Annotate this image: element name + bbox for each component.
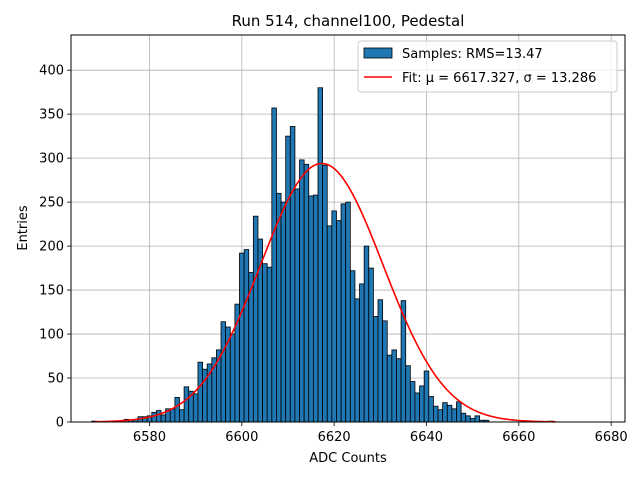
x-tick-label: 6620 <box>318 430 351 445</box>
histogram-bar <box>391 349 397 423</box>
legend-label-samples: Samples: RMS=13.47 <box>402 47 543 62</box>
legend-label-fit: Fit: μ = 6617.327, σ = 13.286 <box>402 71 596 86</box>
histogram-bar <box>317 87 324 423</box>
y-axis-label: Entries <box>16 205 31 251</box>
y-tick-label: 300 <box>39 152 64 167</box>
y-tick-label: 200 <box>39 240 64 255</box>
y-tick-label: 350 <box>39 108 64 123</box>
histogram-bar <box>303 163 310 423</box>
histogram-bar <box>363 245 370 423</box>
histogram-bar <box>174 396 180 423</box>
histogram-bar <box>465 415 471 423</box>
axis-ticks: 6580 6600 6620 6640 6660 6680 0 50 100 150 200 250 3… <box>39 64 628 445</box>
histogram-bar <box>340 203 347 423</box>
histogram-bar <box>285 135 291 423</box>
legend-swatch-samples <box>363 47 393 59</box>
histogram-bar <box>368 267 374 423</box>
histogram-bar <box>308 195 314 423</box>
x-tick-label: 6680 <box>595 430 628 445</box>
histogram-bar <box>312 194 319 423</box>
histogram-bar <box>460 412 467 423</box>
histogram-bar <box>469 418 476 423</box>
histogram-bar <box>243 249 250 423</box>
x-tick-label: 6600 <box>225 430 258 445</box>
histogram-bar <box>262 263 268 423</box>
x-tick-label: 6640 <box>410 430 443 445</box>
histogram-bar <box>446 404 453 423</box>
chart-title: Run 514, channel100, Pedestal <box>232 12 465 30</box>
legend-box <box>357 40 618 93</box>
histogram-bar <box>271 107 277 423</box>
histogram-bar <box>220 321 227 423</box>
histogram-bar <box>179 409 185 423</box>
histogram-bar <box>345 201 351 423</box>
histogram-bar <box>437 409 444 423</box>
x-tick-label: 6580 <box>133 430 166 445</box>
histogram-bar <box>280 201 287 423</box>
histogram-bar <box>372 316 379 423</box>
y-tick-label: 400 <box>39 64 64 79</box>
histogram-bar <box>419 385 425 423</box>
histogram-bar <box>474 415 480 423</box>
histogram-bar <box>151 411 157 423</box>
histogram-bar <box>428 396 434 423</box>
histogram-bar <box>414 392 420 423</box>
histogram-bar <box>354 298 360 423</box>
histogram-bar <box>192 393 199 423</box>
histogram-bar <box>396 358 402 423</box>
histogram-bar <box>197 361 203 423</box>
histogram-bar <box>442 402 448 423</box>
histogram-bar <box>294 188 300 423</box>
histogram-bar <box>349 270 356 423</box>
histogram-bar <box>229 333 236 423</box>
plot-frame <box>70 34 626 423</box>
histogram-bar <box>359 283 365 423</box>
y-tick-label: 250 <box>39 196 64 211</box>
histogram-bar <box>331 210 337 423</box>
x-axis-label: ADC Counts <box>309 451 387 466</box>
histogram-bar <box>405 365 411 423</box>
histogram-bar <box>322 164 328 423</box>
histogram-bar <box>276 192 282 423</box>
histogram-bar <box>160 414 167 423</box>
y-tick-label: 100 <box>39 328 64 343</box>
histogram-bar <box>289 126 296 423</box>
histogram-bar <box>169 408 176 423</box>
gaussian-fit-curve <box>94 162 556 423</box>
histogram-bar <box>423 370 430 423</box>
histogram-bar <box>456 401 462 423</box>
histogram-bar <box>183 386 190 423</box>
x-tick-label: 6660 <box>502 430 535 445</box>
histogram-bar <box>239 252 245 423</box>
histogram-bar <box>382 320 388 423</box>
histogram-bar <box>266 266 273 423</box>
legend: Samples: RMS=13.47 Fit: μ = 6617.327, σ … <box>357 40 618 93</box>
y-tick-label: 150 <box>39 284 64 299</box>
y-tick-label: 50 <box>47 372 64 387</box>
histogram-bar <box>326 225 333 423</box>
histogram-bar <box>451 408 457 423</box>
histogram-bar <box>433 405 439 423</box>
histogram-bar <box>409 381 416 423</box>
histogram-bar <box>252 215 259 423</box>
y-tick-label: 0 <box>56 416 64 431</box>
histogram-bar <box>156 410 162 423</box>
histogram-bar <box>377 299 384 423</box>
histogram-bar <box>299 159 305 423</box>
histogram-bar <box>336 220 342 423</box>
histogram-bar <box>386 354 393 423</box>
